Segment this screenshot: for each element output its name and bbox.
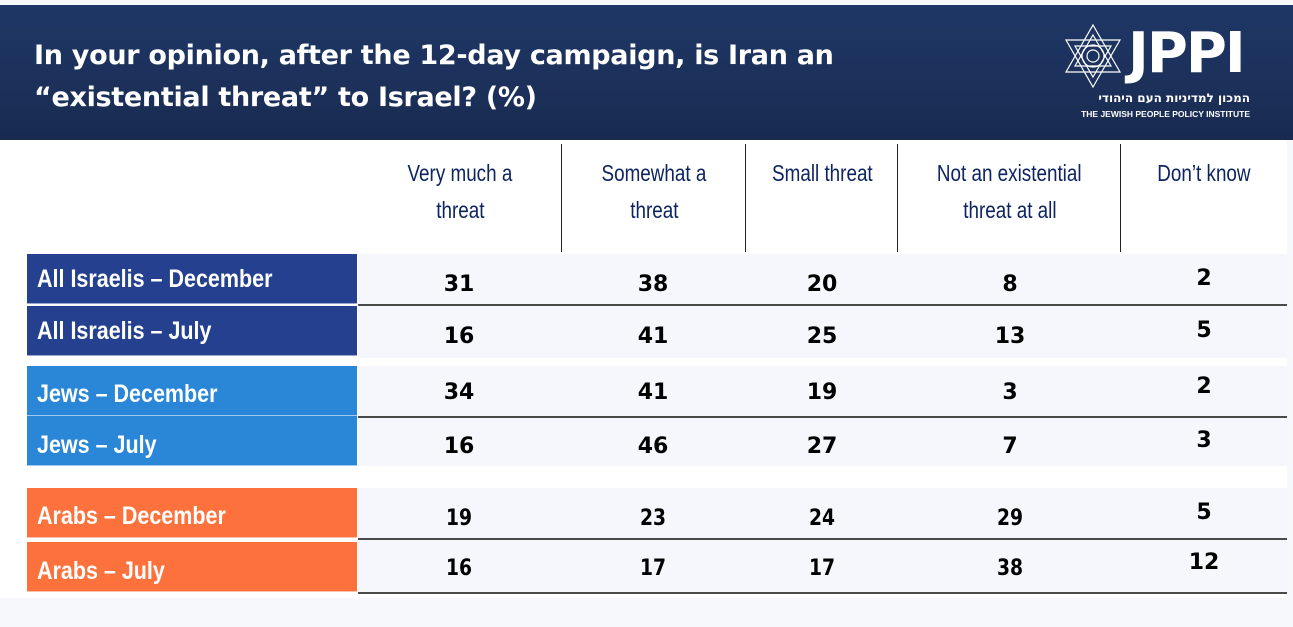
logo-hebrew-name: המכון למדיניות העם היהודי — [1098, 91, 1250, 105]
row-label: All Israelis – December — [27, 254, 357, 304]
value-cell: 29 — [996, 506, 1024, 531]
value-cell: 46 — [637, 434, 669, 459]
value-cell: 34 — [443, 380, 475, 405]
column-header-line: Small threat — [771, 160, 873, 186]
title-line-1: In your opinion, after the 12-day campai… — [34, 40, 834, 71]
value-cell: 2 — [1196, 266, 1212, 291]
value-cell: 41 — [637, 324, 669, 349]
row-label-text: All Israelis – December — [37, 265, 273, 293]
row-divider — [358, 304, 1287, 306]
column-header-line: Somewhat a — [601, 160, 707, 186]
row-label: All Israelis – July — [27, 306, 357, 356]
column-header-line: Not an existential — [937, 160, 1082, 186]
column-header: Not an existential threat at all — [898, 144, 1121, 252]
row-label-text: Arabs – July — [37, 557, 165, 585]
column-divider — [745, 144, 746, 252]
column-header: Somewhat a threat — [562, 144, 746, 252]
row-label-text: Jews – July — [37, 431, 157, 459]
row-label-text: Jews – December — [37, 380, 218, 408]
logo-wordmark: JPPI — [1128, 21, 1246, 86]
column-divider — [561, 144, 562, 252]
value-cell: 8 — [1002, 272, 1018, 297]
jppi-logo: JPPI המכון למדיניות העם היהודי THE JEWIS… — [1060, 21, 1260, 123]
value-cell: 25 — [806, 324, 838, 349]
column-header-line: Very much a — [407, 160, 513, 186]
value-cell: 7 — [1002, 434, 1018, 459]
data-band — [358, 488, 1287, 594]
value-cell: 2 — [1196, 374, 1212, 399]
chart-title: In your opinion, after the 12-day campai… — [34, 35, 934, 119]
row-label-text: All Israelis – July — [37, 317, 212, 345]
value-cell: 17 — [639, 556, 667, 581]
row-label-text: Arabs – December — [37, 502, 226, 530]
value-cell: 23 — [639, 506, 667, 531]
column-header-line: Don’t know — [1157, 160, 1251, 186]
row-label: Arabs – July — [27, 542, 357, 592]
value-cell: 24 — [808, 506, 836, 531]
column-divider — [1120, 144, 1121, 252]
value-cell: 16 — [443, 324, 475, 349]
value-cell: 27 — [806, 434, 838, 459]
value-cell: 3 — [1196, 428, 1212, 453]
column-header: Very much a threat — [358, 144, 562, 252]
data-band — [358, 254, 1287, 358]
title-line-2: “existential threat” to Israel? (%) — [34, 82, 537, 113]
star-of-david-icon — [1064, 23, 1122, 89]
column-divider — [897, 144, 898, 252]
column-header: Don’t know — [1121, 144, 1287, 252]
row-label: Jews – December — [27, 366, 357, 416]
value-cell: 17 — [808, 556, 836, 581]
value-cell: 3 — [1002, 380, 1018, 405]
row-divider — [358, 538, 1287, 540]
value-cell: 31 — [443, 272, 475, 297]
value-cell: 38 — [637, 272, 669, 297]
value-cell: 19 — [445, 506, 473, 531]
row-divider — [358, 592, 1287, 594]
column-header-line: threat — [629, 197, 679, 223]
value-cell: 19 — [806, 380, 838, 405]
row-label: Jews – July — [27, 416, 357, 466]
row-divider — [358, 416, 1287, 418]
logo-english-name: THE JEWISH PEOPLE POLICY INSTITUTE — [1081, 109, 1250, 119]
column-header-line: threat at all — [962, 197, 1057, 223]
value-cell: 41 — [637, 380, 669, 405]
value-cell: 5 — [1196, 318, 1212, 343]
value-cell: 13 — [994, 324, 1026, 349]
value-cell: 16 — [443, 434, 475, 459]
row-label: Arabs – December — [27, 488, 357, 538]
value-cell: 12 — [1188, 550, 1220, 575]
value-cell: 38 — [996, 556, 1024, 581]
column-header: Small threat — [746, 144, 898, 252]
value-cell: 5 — [1196, 500, 1212, 525]
column-header-line: threat — [435, 197, 485, 223]
value-cell: 20 — [806, 272, 838, 297]
value-cell: 16 — [445, 556, 473, 581]
header-banner: In your opinion, after the 12-day campai… — [0, 5, 1293, 140]
